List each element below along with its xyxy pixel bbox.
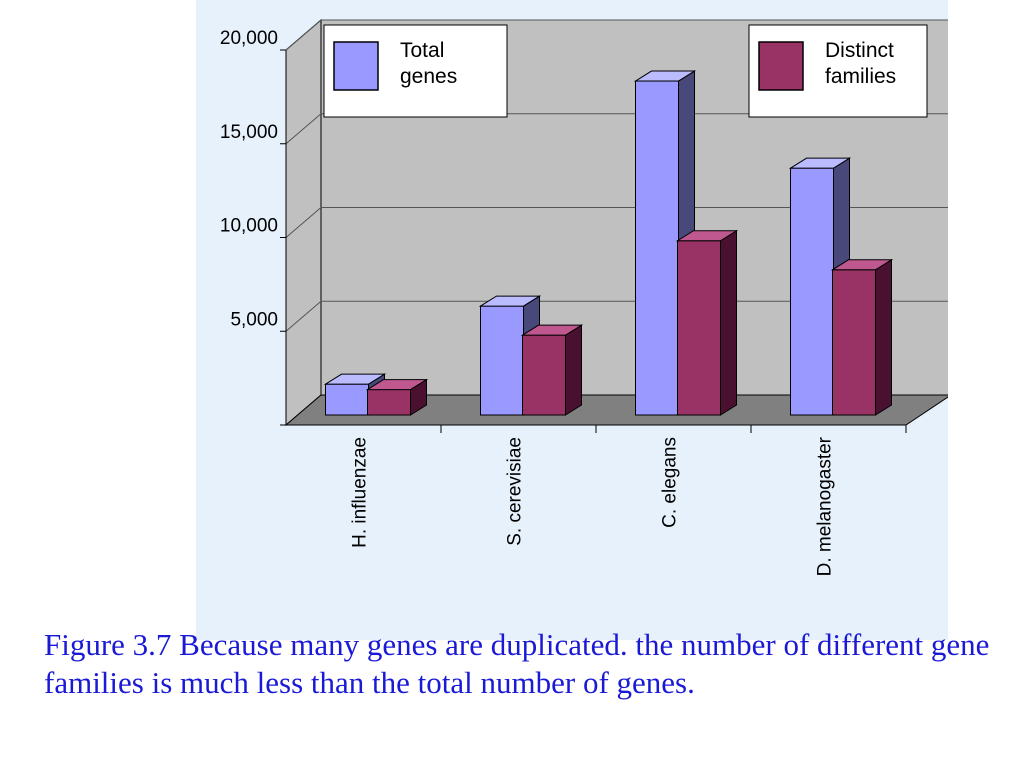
bar-front xyxy=(790,167,834,416)
category-label: D. melanogaster xyxy=(815,436,836,576)
bar-side xyxy=(875,258,892,416)
gridlines xyxy=(285,19,948,332)
bar-front xyxy=(325,383,369,416)
category-label: S. cerevisiae xyxy=(505,437,526,546)
bar-front xyxy=(832,269,876,416)
y-tick-label: 20,000 xyxy=(220,28,278,49)
gridline xyxy=(285,113,948,145)
bar-side xyxy=(720,229,737,416)
category-labels: H. influenzae S. cerevisiae C. elegans D. m… xyxy=(350,436,836,576)
bar-top xyxy=(323,373,387,385)
axes xyxy=(280,49,907,433)
bar-front xyxy=(480,305,524,416)
legend: Total genes Distinct families xyxy=(323,24,928,118)
bar-top xyxy=(520,324,584,336)
y-tick-labels: 5,000 10,000 15,000 20,000 xyxy=(220,28,278,330)
bar-top xyxy=(478,295,542,307)
gridline xyxy=(285,300,948,332)
bar-top xyxy=(633,70,697,82)
legend-label-line2: genes xyxy=(400,65,457,88)
y-tick-label: 10,000 xyxy=(220,216,278,237)
bar-front xyxy=(522,334,566,416)
bar-side xyxy=(565,324,582,416)
bar-top xyxy=(830,259,894,271)
category-label: C. elegans xyxy=(660,437,681,528)
bars xyxy=(323,70,894,416)
bar-front xyxy=(635,80,679,416)
bar-top xyxy=(788,157,852,169)
legend-label-line2: families xyxy=(825,65,896,88)
legend-label-line1: Distinct xyxy=(825,39,894,62)
gridline xyxy=(285,207,948,238)
chart-panel: 5,000 10,000 15,000 20,000 H. influenzae S. … xyxy=(196,0,948,640)
gridline xyxy=(285,19,948,51)
legend-swatch xyxy=(758,41,804,91)
bar-chart: 5,000 10,000 15,000 20,000 H. influenzae S. … xyxy=(220,18,948,576)
y-tick-label: 15,000 xyxy=(220,122,278,143)
legend-label-line1: Total xyxy=(400,39,444,62)
bar-front xyxy=(677,240,721,416)
bar-front xyxy=(367,389,411,416)
category-label: H. influenzae xyxy=(350,437,371,548)
y-tick-label: 5,000 xyxy=(230,309,278,330)
bar-top xyxy=(365,379,429,391)
legend-swatch xyxy=(333,41,379,91)
figure-caption: Figure 3.7 Because many genes are duplic… xyxy=(44,627,990,700)
bar-top xyxy=(675,230,739,242)
